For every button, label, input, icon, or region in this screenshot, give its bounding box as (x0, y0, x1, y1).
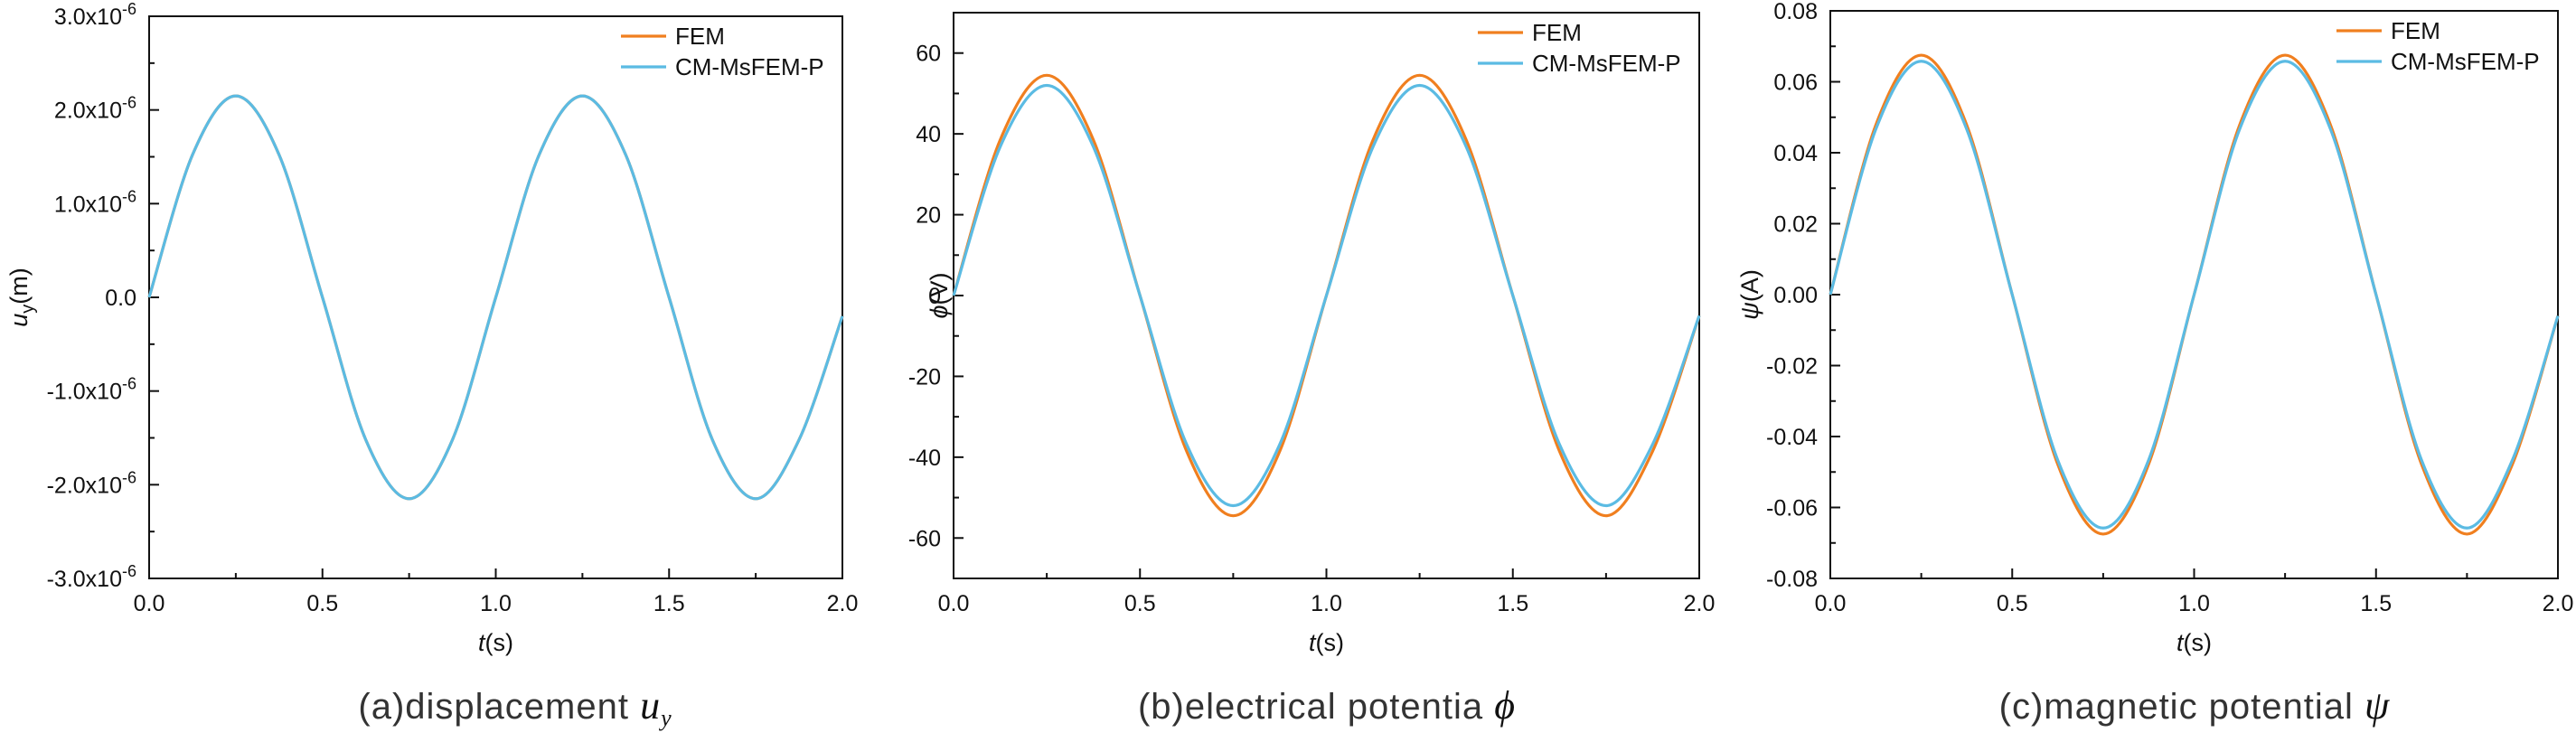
x-tick-label: 0.5 (306, 591, 338, 616)
y-axis-title: ψ(A) (1736, 269, 1763, 320)
x-axis-title: t(s) (1309, 629, 1344, 656)
y-tick-label: 0.02 (1773, 212, 1818, 238)
x-tick-label: 1.5 (1497, 591, 1528, 616)
y-tick-label: 40 (916, 122, 941, 147)
y-tick-label: 0.08 (1773, 0, 1818, 24)
y-tick-label: 0.0 (105, 286, 136, 311)
legend-label: CM-MsFEM-P (675, 53, 824, 80)
panel-c-magnetic-potential: 0.0 0.5 1.0 1.5 2.0 -0.08 -0.06 -0.04 -0.02 0.00 0… (1736, 0, 2573, 728)
x-tick-label: 0.5 (1124, 591, 1156, 616)
x-axis-title: t(s) (2176, 629, 2212, 656)
x-tick-label: 2.0 (827, 591, 859, 616)
panel-a-displacement: 0.0 0.5 1.0 1.5 2.0 -3.0x10-6 -2.0x10-6 -1.0x10… (5, 0, 858, 731)
series-line-cm-msfem-p (952, 83, 1701, 508)
panel-caption: (a)displacement uy (358, 683, 672, 731)
x-tick-label: 0.0 (1815, 591, 1847, 616)
y-tick-label: -60 (908, 526, 941, 551)
y-tick-label: 1.0x10-6 (54, 187, 136, 217)
panel-caption: (c)magnetic potential ψ (1999, 683, 2391, 728)
y-tick-label: -20 (908, 364, 941, 390)
x-axis-title: t(s) (478, 629, 513, 656)
x-tick-label: 1.0 (480, 591, 512, 616)
x-tick-label: 2.0 (1684, 591, 1716, 616)
legend-label: CM-MsFEM-P (2391, 48, 2540, 75)
y-tick-label: -0.06 (1766, 496, 1818, 521)
y-tick-label: 2.0x10-6 (54, 94, 136, 124)
y-tick-label: -0.08 (1766, 567, 1818, 592)
x-tick-label: 2.0 (2543, 591, 2574, 616)
legend-label: CM-MsFEM-P (1532, 50, 1681, 77)
y-tick-label: -3.0x10-6 (47, 562, 136, 592)
x-tick-label: 0.0 (134, 591, 165, 616)
y-tick-label: -40 (908, 446, 941, 471)
panel-caption: (b)electrical potentia ϕ (1138, 683, 1516, 728)
y-tick-label: 0.04 (1773, 141, 1818, 166)
series-line-cm-msfem-p (1829, 60, 2560, 530)
y-tick-label: 0 (928, 284, 941, 309)
x-tick-label: 1.0 (2178, 591, 2210, 616)
y-tick-label: -1.0x10-6 (47, 375, 136, 405)
y-tick-label: -0.02 (1766, 354, 1818, 380)
y-tick-label: -0.04 (1766, 425, 1818, 450)
x-tick-label: 1.5 (653, 591, 685, 616)
panel-b-electrical-potential: 0.0 0.5 1.0 1.5 2.0 -60 -40 -20 0 20 40 60 t(s) ϕ(V) F… (908, 12, 1716, 728)
legend-label: FEM (1532, 19, 1582, 46)
y-tick-label: -2.0x10-6 (47, 468, 136, 498)
y-tick-label: 0.00 (1773, 283, 1818, 308)
x-tick-label: 1.5 (2360, 591, 2392, 616)
series-line-cm-msfem-p (147, 94, 844, 501)
y-tick-label: 20 (916, 203, 941, 229)
x-tick-label: 0.0 (938, 591, 970, 616)
x-tick-label: 1.0 (1311, 591, 1342, 616)
x-tick-label: 0.5 (1997, 591, 2028, 616)
y-axis-title: uy(m) (5, 268, 38, 327)
y-tick-label: 60 (916, 42, 941, 67)
legend-label: FEM (2391, 17, 2440, 44)
y-axis-title: ϕ(V) (926, 272, 953, 318)
y-tick-label: 0.06 (1773, 70, 1818, 96)
legend-label: FEM (675, 23, 725, 50)
y-tick-label: 3.0x10-6 (54, 0, 136, 30)
